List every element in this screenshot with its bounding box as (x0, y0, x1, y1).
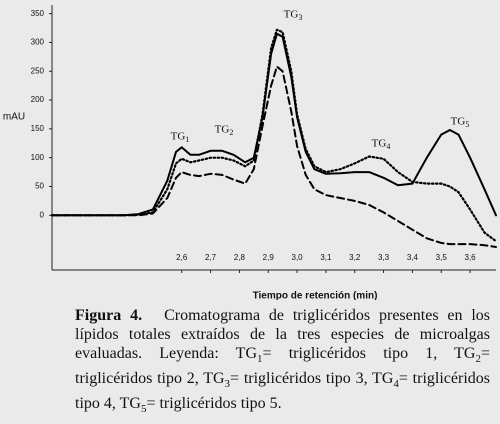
line-series (51, 65, 497, 248)
caption-label: Figura 4. (75, 307, 143, 324)
peak-label: TG3 (284, 9, 303, 22)
x-tick-label: 3,1 (320, 253, 332, 262)
y-tick-label: 200 (31, 95, 45, 104)
x-tick-label: 3,5 (436, 253, 448, 262)
line-series (51, 32, 497, 217)
x-tick-label: 2,9 (263, 253, 275, 262)
y-tick-label: 150 (31, 124, 45, 133)
x-tick-label: 3,4 (407, 253, 419, 262)
y-tick-label: 100 (31, 153, 45, 162)
chart: mAU Tiempo de retención (min) 0 50 100 150 2… (3, 5, 498, 300)
x-tick-label: 3,2 (349, 253, 361, 262)
y-tick-label: 350 (31, 9, 45, 18)
y-tick-label: 0 (40, 210, 45, 219)
y-axis-label: mAU (3, 112, 25, 123)
y-tick-label: 250 (31, 66, 45, 75)
x-tick-label: 2,8 (234, 253, 246, 262)
peak-label: TG4 (372, 138, 391, 151)
x-tick-label: 3,0 (292, 253, 304, 262)
x-tick-label: 2,7 (205, 253, 217, 262)
peak-label: TG2 (215, 124, 234, 137)
peak-label: TG1 (171, 131, 190, 144)
x-axis-label: Tiempo de retención (min) (253, 291, 378, 300)
y-tick-label: 300 (31, 38, 45, 47)
caption: Figura 4. Cromatograma de triglicéridos p… (75, 306, 490, 420)
x-tick-label: 3,3 (378, 253, 390, 262)
caption-text: Cromatograma de triglicéridos presentes … (75, 307, 491, 416)
peak-label: TG5 (451, 116, 470, 129)
line-series (50, 28, 498, 243)
x-tick-label: 3,6 (464, 253, 476, 262)
x-tick-label: 2,6 (176, 253, 188, 262)
y-tick-label: 50 (35, 182, 44, 191)
